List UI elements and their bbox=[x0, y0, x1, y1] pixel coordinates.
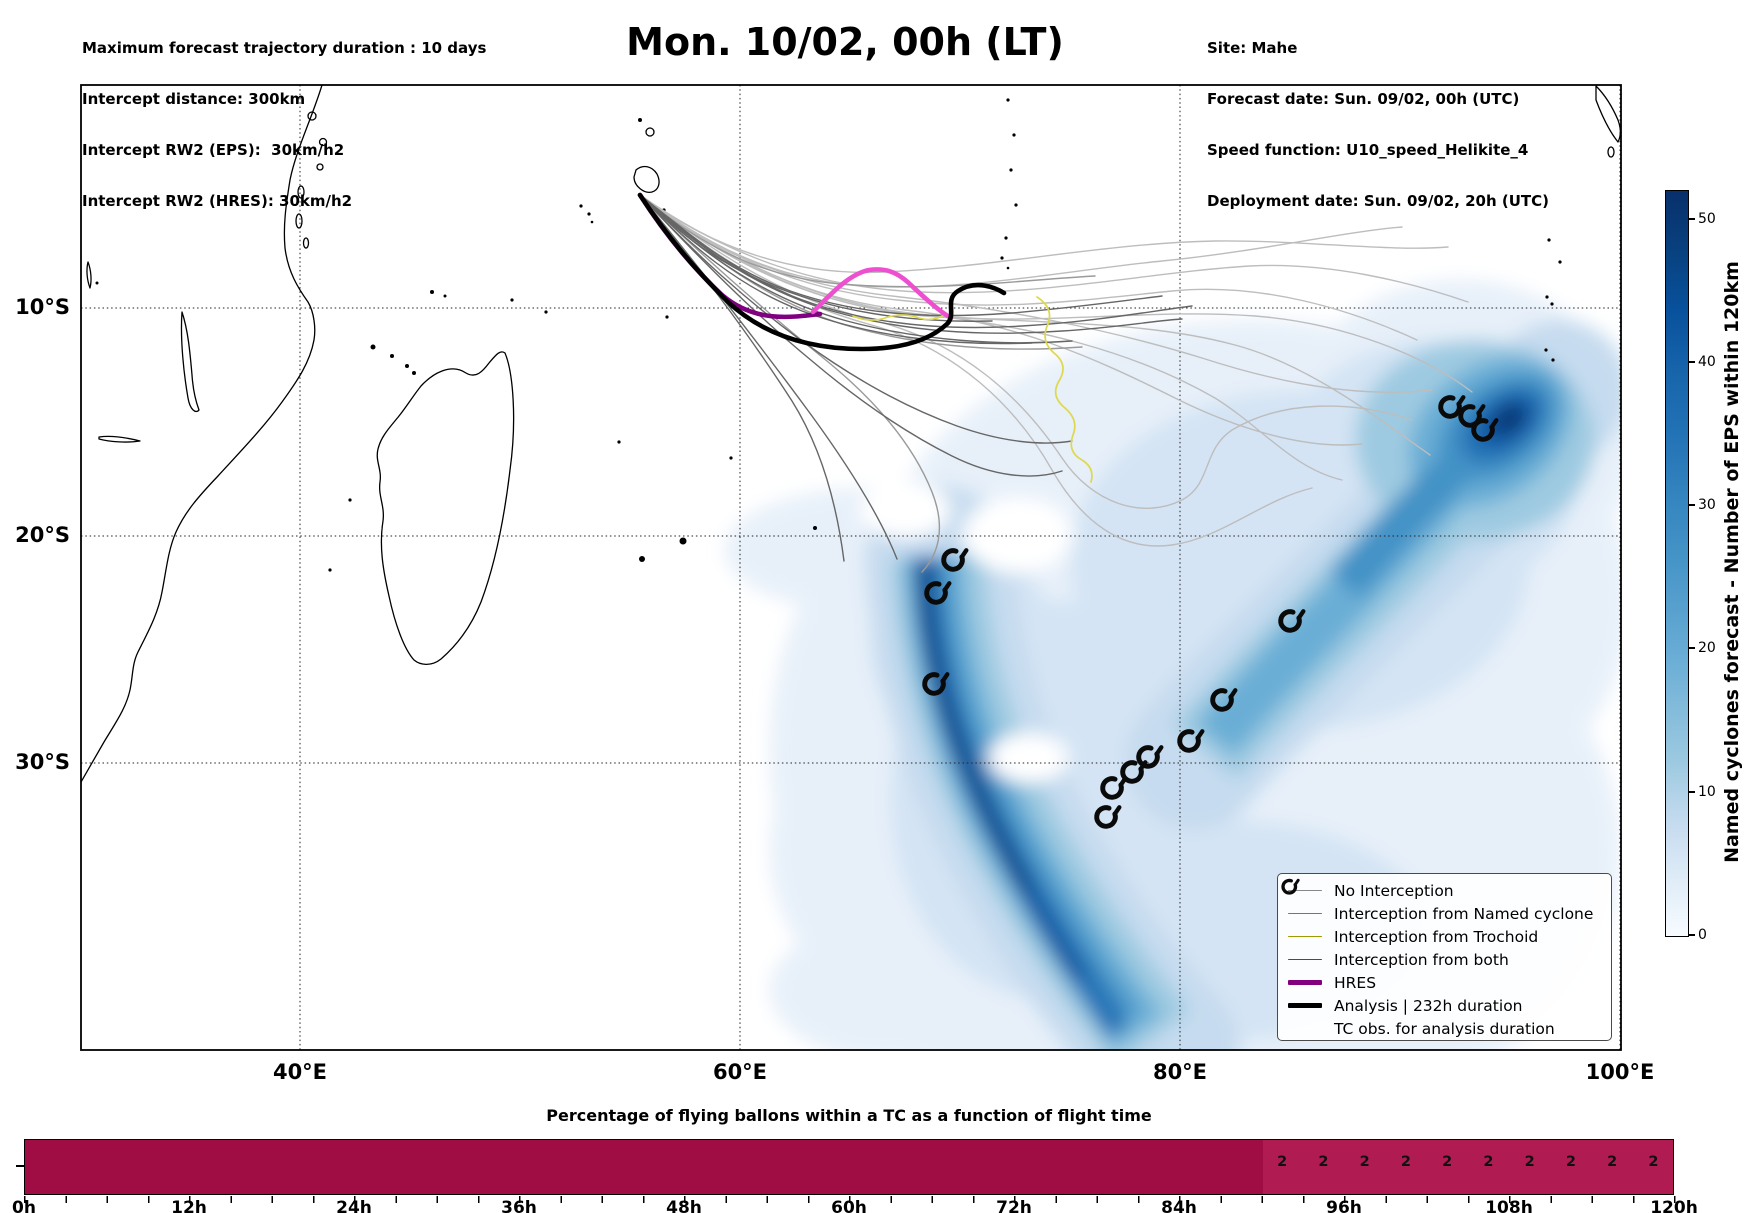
flight-time-bar bbox=[24, 1139, 1674, 1195]
small-islands bbox=[95, 98, 1562, 572]
page-title: Mon. 10/02, 00h (LT) bbox=[626, 20, 1064, 64]
bar-count-label: 2 bbox=[1483, 1154, 1494, 1170]
legend-line-icon bbox=[1286, 958, 1324, 961]
lat-tick-label: 30°S bbox=[15, 750, 70, 774]
bottom-chart-title: Percentage of flying ballons within a TC… bbox=[546, 1106, 1152, 1125]
intercept-distance-text: Intercept distance: 300km bbox=[82, 90, 306, 108]
bottom-axis-tick-label: 96h bbox=[1326, 1198, 1362, 1213]
legend-item-label: Analysis | 232h duration bbox=[1334, 996, 1523, 1015]
legend-item: Interception from Named cyclone bbox=[1286, 902, 1611, 925]
legend-line-sample bbox=[1288, 889, 1322, 892]
bar-count-label: 2 bbox=[1442, 1154, 1453, 1170]
bar-count-label: 2 bbox=[1565, 1154, 1576, 1170]
deployment-date-text: Deployment date: Sun. 09/02, 20h (UTC) bbox=[1207, 192, 1550, 210]
intercept-rw2-hres-text: Intercept RW2 (HRES): 30km/h2 bbox=[82, 192, 353, 210]
bottom-axis-tick-label: 48h bbox=[666, 1198, 702, 1213]
colorbar-tick-mark bbox=[1689, 934, 1695, 936]
bottom-axis-tick-label: 84h bbox=[1161, 1198, 1197, 1213]
colorbar-tick-label: 10 bbox=[1698, 783, 1716, 800]
legend-line-icon bbox=[1286, 980, 1324, 985]
colorbar-tick-mark bbox=[1689, 504, 1695, 507]
bar-count-label: 2 bbox=[1359, 1154, 1370, 1170]
bottom-axis-tick-label: 60h bbox=[831, 1198, 867, 1213]
legend-line-icon bbox=[1286, 912, 1324, 915]
graticule bbox=[81, 85, 1621, 1050]
forecast-date-text: Forecast date: Sun. 09/02, 00h (UTC) bbox=[1207, 90, 1520, 108]
legend-line-icon bbox=[1286, 889, 1324, 892]
lon-tick-label: 60°E bbox=[712, 1060, 768, 1084]
site-text: Site: Mahe bbox=[1207, 39, 1298, 57]
map-frame bbox=[80, 84, 1622, 1051]
legend-line-sample bbox=[1288, 958, 1322, 961]
bottom-axis-ticks bbox=[24, 1196, 1676, 1203]
coastlines bbox=[81, 85, 1621, 783]
speed-function-text: Speed function: U10_speed_Helikite_4 bbox=[1207, 141, 1529, 159]
trochoid-interception-lines bbox=[852, 296, 1093, 483]
colorbar-tick-mark bbox=[1689, 360, 1695, 363]
hres-extension-line bbox=[810, 267, 954, 321]
legend-item: Interception from both bbox=[1286, 948, 1611, 971]
bar-segment-90-120h bbox=[1262, 1140, 1673, 1194]
legend-item-label: HRES bbox=[1334, 973, 1377, 992]
lon-tick-label: 40°E bbox=[272, 1060, 328, 1084]
legend-line-icon bbox=[1286, 935, 1324, 938]
bottom-axis-tick-label: 36h bbox=[501, 1198, 537, 1213]
bar-count-label: 2 bbox=[1277, 1154, 1288, 1170]
legend-item: TC obs. for analysis duration bbox=[1281, 878, 1611, 1040]
colorbar-tick-label: 0 bbox=[1698, 927, 1707, 943]
bottom-axis-tick-label: 72h bbox=[996, 1198, 1032, 1213]
bar-count-label: 2 bbox=[1524, 1154, 1535, 1170]
bar-count-label: 2 bbox=[1318, 1154, 1329, 1170]
lon-tick-label: 100°E bbox=[1585, 1060, 1655, 1084]
legend-line-sample bbox=[1288, 935, 1322, 938]
bottom-axis-tick-label: 24h bbox=[336, 1198, 372, 1213]
colorbar-tick-label: 20 bbox=[1698, 640, 1716, 657]
legend-item-label: Interception from both bbox=[1334, 950, 1509, 969]
colorbar-tick-label: 30 bbox=[1698, 497, 1716, 514]
legend-item-label: Interception from Named cyclone bbox=[1334, 904, 1594, 923]
lat-tick-label: 20°S bbox=[15, 523, 70, 547]
colorbar-tick-label: 50 bbox=[1698, 210, 1716, 227]
bottom-axis-tick-label: 0h bbox=[12, 1198, 36, 1213]
bottom-axis-tick-label: 108h bbox=[1485, 1198, 1533, 1213]
colorbar-axis-label: Named cyclones forecast - Number of EPS … bbox=[1721, 261, 1743, 863]
map-legend: No Interception Interception from Named c… bbox=[1277, 873, 1612, 1041]
legend-item: Analysis | 232h duration bbox=[1286, 994, 1611, 1017]
bar-count-label: 2 bbox=[1648, 1154, 1659, 1170]
bar-count-label: 2 bbox=[1607, 1154, 1618, 1170]
colorbar-tick-mark bbox=[1689, 647, 1695, 650]
bar-count-label: 2 bbox=[1400, 1154, 1411, 1170]
bar-segment-0-90h bbox=[25, 1140, 1263, 1194]
colorbar bbox=[1665, 190, 1689, 937]
legend-item-label: Interception from Trochoid bbox=[1334, 927, 1539, 946]
eps-density-field bbox=[725, 280, 1621, 1050]
header-left-block: Maximum forecast trajectory duration : 1… bbox=[82, 6, 486, 244]
legend-line-sample bbox=[1288, 912, 1322, 915]
legend-item-label: No Interception bbox=[1334, 881, 1454, 900]
intercept-rw2-eps-text: Intercept RW2 (EPS): 30km/h2 bbox=[82, 141, 345, 159]
colorbar-tick-mark bbox=[1689, 790, 1695, 793]
legend-item-label: TC obs. for analysis duration bbox=[1334, 1019, 1555, 1038]
legend-item: No Interception bbox=[1286, 879, 1611, 902]
bottom-axis-tick-label: 120h bbox=[1650, 1198, 1698, 1213]
colorbar-tick-mark bbox=[1689, 217, 1695, 220]
header-right-block: Site: Mahe Forecast date: Sun. 09/02, 00… bbox=[1207, 6, 1549, 244]
legend-item: Interception from Trochoid bbox=[1286, 925, 1611, 948]
legend-line-sample bbox=[1288, 980, 1322, 985]
analysis-line bbox=[637, 192, 1007, 352]
lat-tick-label: 10°S bbox=[15, 295, 70, 319]
bottom-axis-tick-label: 12h bbox=[171, 1198, 207, 1213]
eps-trajectories bbox=[637, 192, 1473, 573]
bottom-axis-ytick bbox=[16, 1165, 24, 1167]
legend-line-icon bbox=[1286, 1003, 1324, 1008]
tc-symbol-icon bbox=[1281, 878, 1300, 895]
max-duration-text: Maximum forecast trajectory duration : 1… bbox=[82, 39, 487, 57]
legend-item: HRES bbox=[1286, 971, 1611, 994]
colorbar-tick-label: 40 bbox=[1698, 353, 1716, 370]
legend-line-sample bbox=[1288, 1003, 1322, 1008]
lon-tick-label: 80°E bbox=[1152, 1060, 1208, 1084]
